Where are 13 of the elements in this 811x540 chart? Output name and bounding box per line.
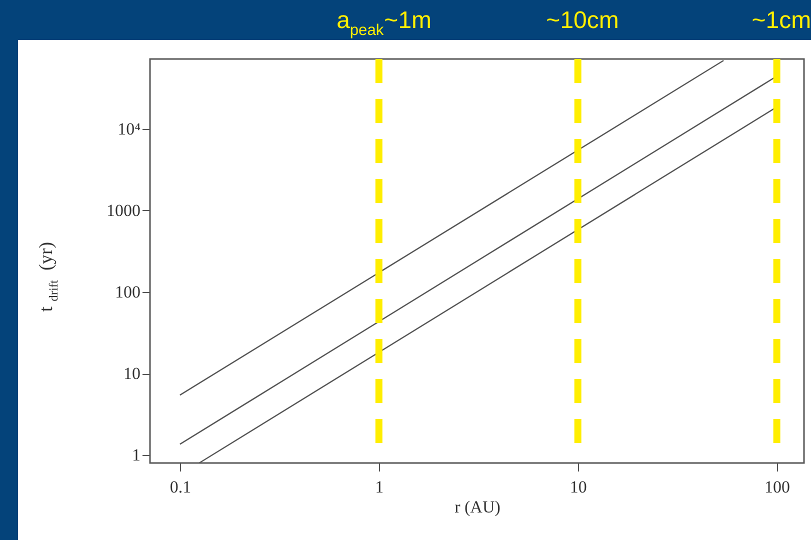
x-tick-label: 100 [764,478,790,496]
x-tick-label: 1 [375,478,384,496]
y-tick-label: 1 [132,446,140,465]
y-axis-title: tdrift (yr) [36,242,61,312]
y-tick-label: 1000 [106,200,140,220]
y-tick-label: 100 [115,282,140,302]
x-tick-label: 10 [570,478,587,496]
ref-line-label: ~10cm [546,7,619,34]
y-tick-label: 10 [124,364,140,384]
ref-line-label: ~1cm [752,7,811,34]
x-tick-label: 0.1 [170,478,192,496]
y-tick-label: 10⁴ [118,119,141,138]
x-axis-title: r (AU) [454,498,500,516]
